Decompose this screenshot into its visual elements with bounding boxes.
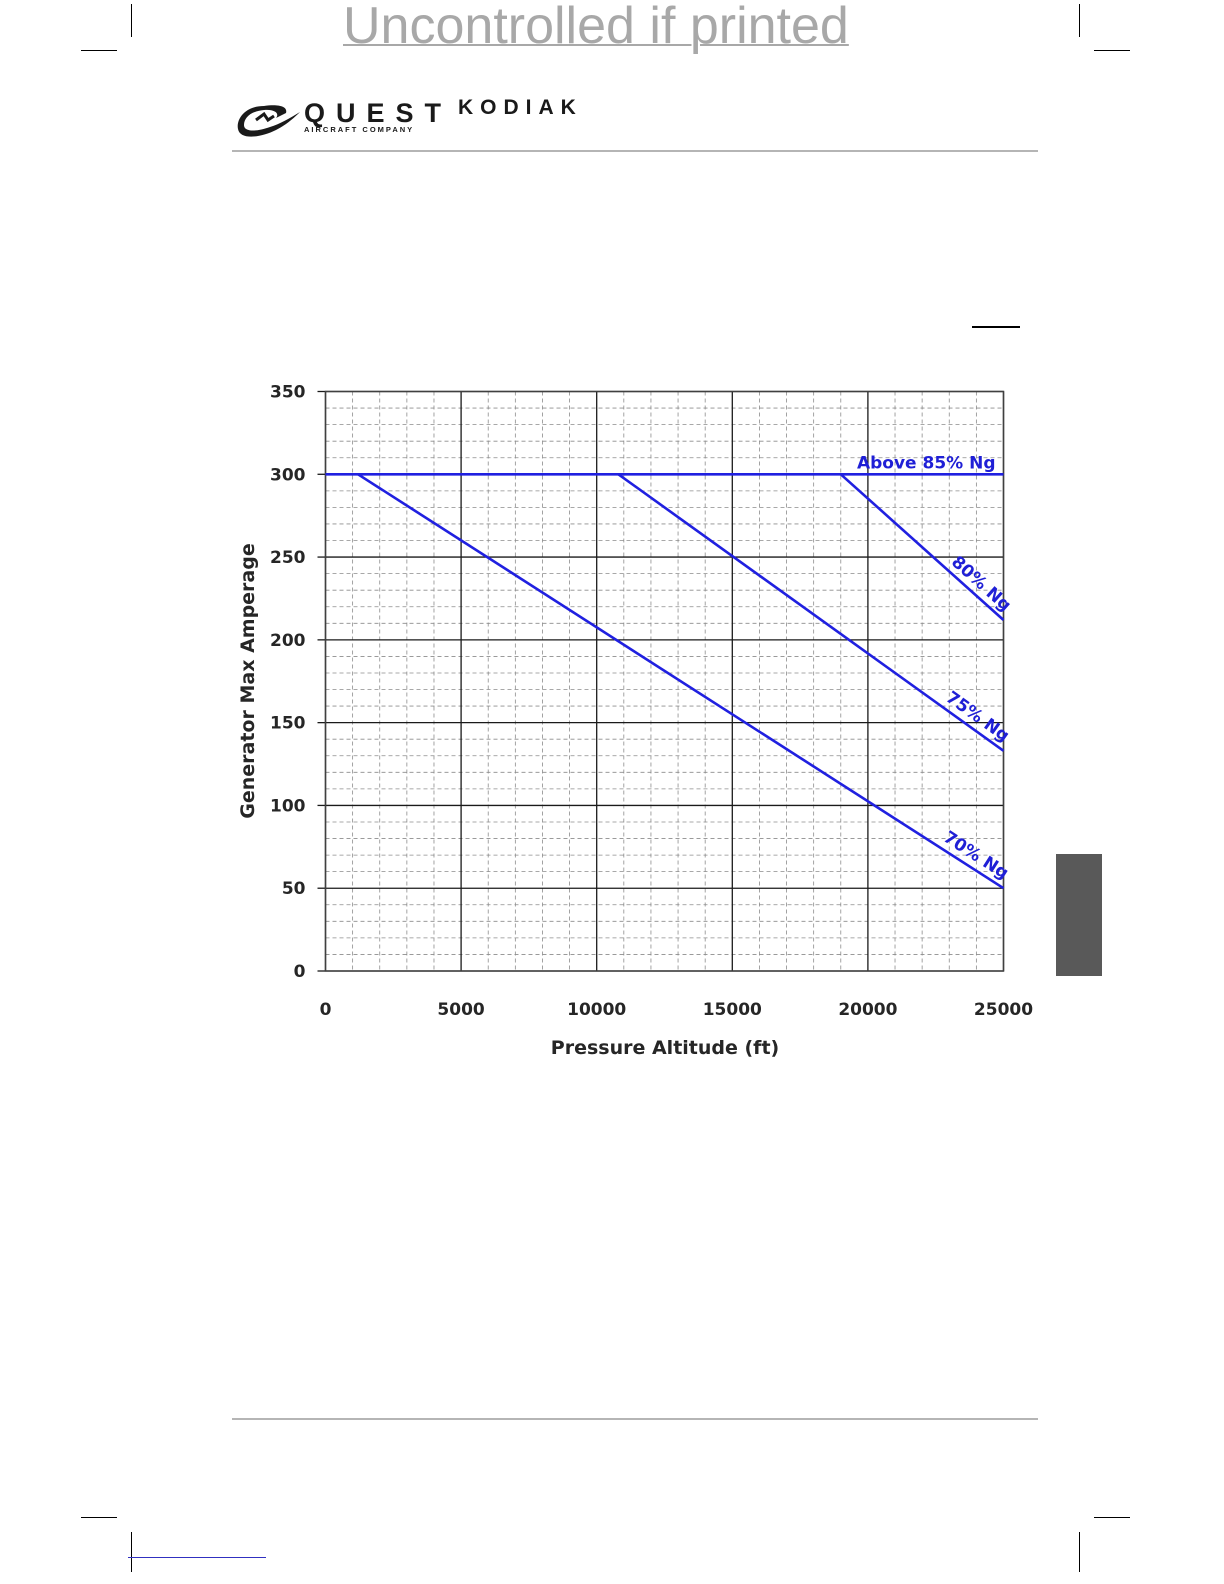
y-tick-label: 50 [282, 879, 306, 899]
series-line [839, 473, 1005, 621]
brand-name: QUEST [304, 98, 453, 128]
series-label: 75% Ng [942, 688, 1013, 747]
series-label: 80% Ng [947, 552, 1015, 616]
product-name: KODIAK [458, 96, 583, 119]
crop-mark-bottom-right-vertical [1079, 1532, 1080, 1572]
x-tick-label: 10000 [567, 1000, 626, 1020]
brand-subtitle: AIRCRAFT COMPANY [304, 125, 415, 134]
series-label: Above 85% Ng [857, 453, 996, 473]
y-tick-label: 300 [270, 465, 306, 485]
crop-mark-bottom-right-horizontal [1094, 1517, 1130, 1518]
y-tick-label: 100 [270, 796, 306, 816]
series-line [617, 473, 1005, 752]
x-tick-label: 25000 [974, 1000, 1033, 1020]
y-axis-label: Generator Max Amperage [237, 543, 259, 818]
plot-border [324, 390, 1005, 972]
crop-mark-top-left-vertical [131, 4, 132, 37]
x-tick-label: 0 [320, 1000, 332, 1020]
quest-kodiak-logo: QUEST AIRCRAFT COMPANY KODIAK [234, 96, 614, 142]
quest-swoosh-icon [237, 105, 300, 137]
y-tick-label: 0 [294, 962, 306, 982]
y-tick-label: 150 [270, 714, 306, 734]
crop-mark-top-left-horizontal [81, 50, 117, 51]
footer-link-underline [128, 1557, 266, 1558]
short-heading-rule [972, 326, 1020, 328]
crop-mark-bottom-left-horizontal [81, 1517, 117, 1518]
section-tab [1056, 854, 1102, 976]
y-tick-label: 350 [270, 383, 306, 403]
crop-mark-top-right-horizontal [1094, 50, 1130, 51]
x-axis-label: Pressure Altitude (ft) [551, 1037, 779, 1059]
x-tick-label: 5000 [437, 1000, 484, 1020]
uncontrolled-watermark: Uncontrolled if printed [343, 0, 849, 55]
crop-mark-top-right-vertical [1079, 4, 1080, 37]
x-tick-label: 20000 [838, 1000, 897, 1020]
x-tick-label: 15000 [703, 1000, 762, 1020]
footer-rule [232, 1418, 1038, 1420]
y-tick-label: 200 [270, 631, 306, 651]
crop-mark-bottom-left-vertical [131, 1532, 132, 1572]
series-line [357, 473, 1005, 890]
header-rule [232, 150, 1038, 152]
y-tick-label: 250 [270, 548, 306, 568]
